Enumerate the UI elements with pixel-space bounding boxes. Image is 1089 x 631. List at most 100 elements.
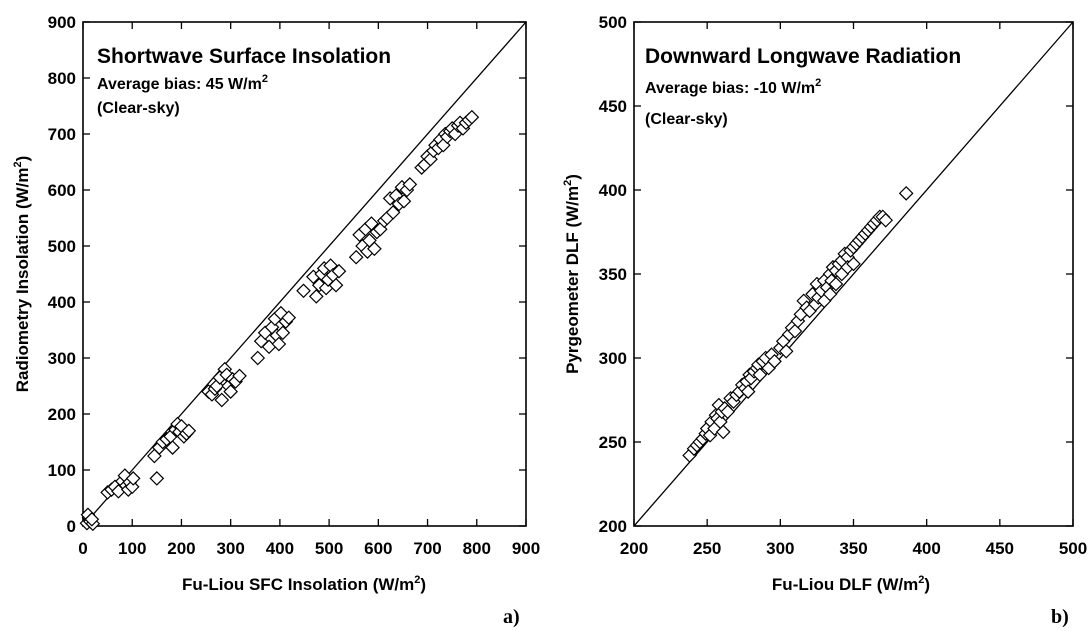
panel-a-x-tick-label: 900 [512,539,540,558]
panel-a-x-axis-label-sup: 2 [414,574,420,586]
panel-b-bias: Average bias: -10 W/m2 [645,77,821,97]
panel-a-data-point [232,368,247,384]
panel-a-data-point [165,440,180,455]
panel-a-data-point [308,289,324,304]
panel-a-data-point [296,283,311,299]
panel-b-x-ticks: 200 250 300 350 400 450 500 [620,22,1087,558]
panel-a-x-tick-label: 700 [413,539,441,558]
panel-a-data-point [214,392,230,408]
panel-a-y-ticks: 0 100 200 300 400 500 600 700 800 900 [48,13,526,536]
panel-b-x-axis-label-tail: ) [924,575,930,594]
panel-b-data-point [767,354,782,369]
panel-b-y-tick-label: 400 [599,181,627,200]
panel-b-x-tick-label: 200 [620,539,648,558]
panel-b-bias-text: Average bias: -10 W/m [645,80,815,97]
panel-a-x-tick-label: 200 [167,539,195,558]
panel-b-data-point [720,404,736,420]
panel-a-condition: (Clear-sky) [97,100,180,117]
panel-b-x-tick-label: 500 [1059,539,1087,558]
panel-a-data-point [149,471,165,486]
panel-a-y-tick-label: 400 [48,293,76,312]
panel-b-y-tick-label: 500 [599,13,627,32]
panel-b-x-axis-label-sup: 2 [918,574,924,586]
panel-b-data-point [778,343,794,359]
panel-a-y-tick-label: 700 [48,125,76,144]
panel-b-data-point [822,286,838,302]
panel-a-y-axis-label-tail: ) [13,156,32,162]
panel-a-bias: Average bias: 45 W/m2 [97,73,268,93]
panel-a-data-point [328,277,344,293]
panel-b-longwave: 200 250 300 350 400 450 500 200 250 300 350 400 450… [562,13,1087,628]
panel-b-data-point [752,367,768,383]
panel-a-y-tick-label: 600 [48,181,76,200]
panel-a-title: Shortwave Surface Insolation [97,45,391,68]
panel-b-y-axis-label-sup: 2 [562,180,574,186]
panel-b-y-tick-label: 350 [599,265,627,284]
panel-b-bias-sup: 2 [815,77,821,89]
panel-a-y-tick-label: 0 [67,517,76,536]
panel-a-x-tick-label: 800 [463,539,491,558]
panel-a-data-point [271,336,287,352]
panel-b-label: b) [1051,606,1069,628]
panel-a-x-tick-label: 500 [315,539,343,558]
panel-a-data-point [181,423,197,439]
panel-b-data-point [846,256,861,272]
panel-a-x-tick-label: 400 [266,539,294,558]
panel-b-title: Downward Longwave Radiation [645,45,961,68]
panel-a-x-tick-label: 0 [78,539,87,558]
panel-a-x-ticks: 0 100 200 300 400 500 600 700 800 900 [78,22,540,558]
panel-a-x-axis-label-text: Fu-Liou SFC Insolation (W/m [182,575,414,594]
panel-b-y-axis-label: Pyrgeometer DLF (W/m2) [562,174,582,374]
panel-a-y-tick-label: 100 [48,461,76,480]
panel-b-y-axis-label-tail: ) [563,174,582,180]
panel-a-data-point [281,310,297,326]
panel-b-y-tick-label: 250 [599,433,627,452]
panel-a-y-tick-label: 800 [48,69,76,88]
panel-b-y-tick-label: 450 [599,97,627,116]
panel-b-x-tick-label: 350 [839,539,867,558]
panel-a-shortwave: 0 100 200 300 400 500 600 700 800 900 0 100 200 300 4… [12,13,540,628]
panel-b-data-point [898,186,914,201]
panel-a-y-tick-label: 300 [48,349,76,368]
panel-a-one-to-one-line [82,21,527,527]
panel-a-x-tick-label: 300 [216,539,244,558]
panel-a-bias-text: Average bias: 45 W/m [97,76,262,93]
panel-b-x-tick-label: 250 [693,539,721,558]
panel-a-data-point [385,205,401,220]
panel-a-data-point [124,479,140,495]
panel-b-data-points [682,186,914,463]
panel-a-label: a) [503,606,520,628]
panel-a-data-point [464,109,480,125]
panel-a-data-point [223,384,239,399]
panel-a-y-axis-label: Radiometry Insolation (W/m2) [12,156,32,393]
panel-a-x-tick-label: 100 [118,539,146,558]
panel-b-y-tick-label: 300 [599,349,627,368]
panel-b-y-axis-label-text: Pyrgeometer DLF (W/m [563,186,582,374]
panel-a-data-point [250,350,266,366]
panel-a-data-point [84,511,100,527]
panel-a-data-point [275,325,291,341]
panel-b-data-point [715,424,731,440]
panel-a-y-tick-label: 500 [48,237,76,256]
panel-a-data-point [348,249,364,265]
panel-b-y-tick-label: 200 [599,517,627,536]
panel-a-y-tick-label: 900 [48,13,76,32]
panel-a-y-axis-label-text: Radiometry Insolation (W/m [13,168,32,393]
panel-b-x-tick-label: 450 [986,539,1014,558]
panel-a-bias-sup: 2 [262,73,268,85]
panel-a-data-point [331,263,347,279]
panel-a-y-axis-label-sup: 2 [12,161,24,167]
panel-a-x-axis-label-tail: ) [420,575,426,594]
panel-b-x-tick-label: 300 [766,539,794,558]
panel-a-data-point [125,471,141,486]
panel-b-data-point [740,384,756,399]
panel-a-data-point [367,241,382,257]
panel-a-x-axis-label: Fu-Liou SFC Insolation (W/m2) [182,574,426,594]
panel-b-data-point [878,212,894,228]
panel-a-data-points [79,109,480,532]
panel-b-one-to-one-line [633,21,1074,527]
panel-b-data-point [828,276,844,292]
panel-b-condition: (Clear-sky) [645,111,728,128]
panel-b-x-axis-label-text: Fu-Liou DLF (W/m [772,575,918,594]
